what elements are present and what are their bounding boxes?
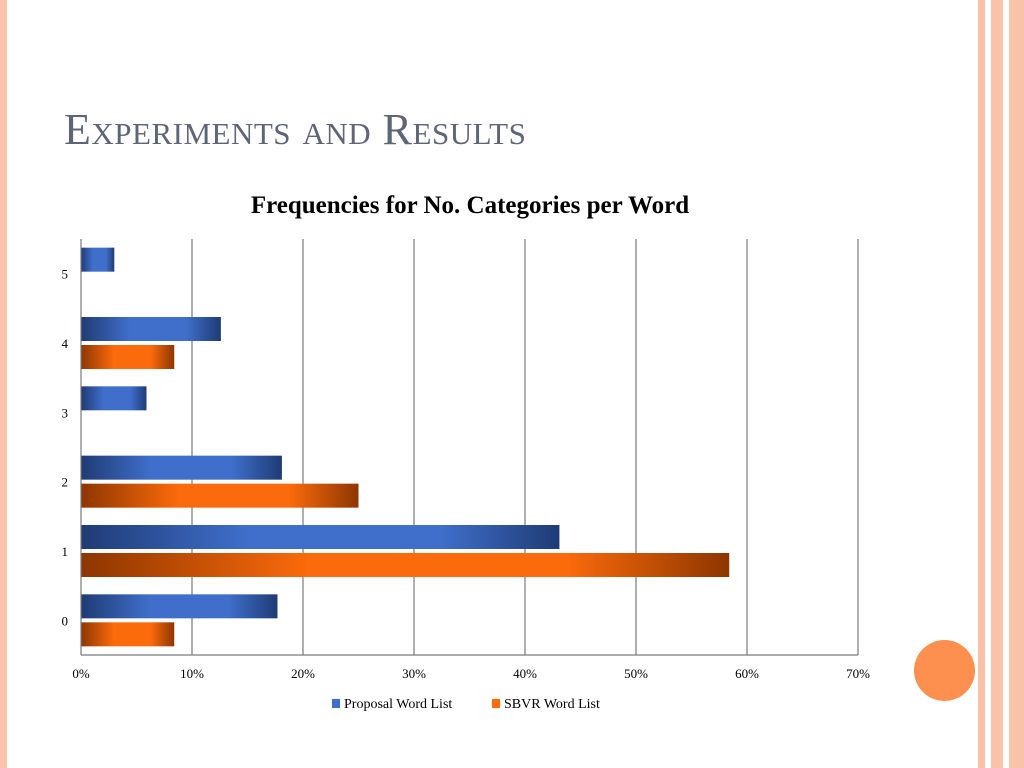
bar-proposal-5 xyxy=(81,247,115,272)
slide-title: Experiments and Results xyxy=(64,105,527,154)
bar-proposal-1 xyxy=(81,525,560,549)
y-tick-label: 1 xyxy=(62,544,69,559)
legend: Proposal Word List SBVR Word List xyxy=(332,697,600,712)
bar-proposal-3 xyxy=(81,386,147,411)
y-tick-label: 3 xyxy=(62,405,69,420)
bar-sbvr-2 xyxy=(81,483,359,508)
y-tick-label: 0 xyxy=(62,613,69,628)
x-tick-label: 70% xyxy=(846,666,870,681)
bar-sbvr-0 xyxy=(81,622,175,647)
bar-proposal-4 xyxy=(81,317,221,341)
x-tick-label: 10% xyxy=(180,666,204,681)
y-tick-label: 5 xyxy=(62,267,69,282)
left-decorative-stripe xyxy=(0,0,7,768)
x-tick-label: 60% xyxy=(735,666,759,681)
legend-swatch xyxy=(492,699,500,708)
legend-label: SBVR Word List xyxy=(504,697,600,712)
accent-circle xyxy=(914,640,975,701)
x-tick-label: 50% xyxy=(624,666,648,681)
bar-proposal-0 xyxy=(81,594,278,619)
x-tick-label: 40% xyxy=(513,666,537,681)
legend-label: Proposal Word List xyxy=(344,697,452,712)
x-tick-label: 0% xyxy=(72,666,90,681)
legend-swatch xyxy=(332,699,340,708)
right-decorative-stripes xyxy=(978,0,1024,768)
x-tick-label: 30% xyxy=(402,666,426,681)
axes: 0% 10% 20% 30% 40% 50% 60% 70% 0 1 2 3 4 5 xyxy=(62,239,870,681)
y-tick-label: 2 xyxy=(62,475,69,490)
bars xyxy=(81,247,730,647)
y-tick-label: 4 xyxy=(62,336,69,351)
x-tick-label: 20% xyxy=(291,666,315,681)
grid-lines xyxy=(191,239,859,655)
bar-sbvr-1 xyxy=(81,553,730,577)
chart-title: Frequencies for No. Categories per Word xyxy=(250,192,690,219)
bar-proposal-2 xyxy=(81,455,282,480)
bar-sbvr-4 xyxy=(81,345,175,369)
